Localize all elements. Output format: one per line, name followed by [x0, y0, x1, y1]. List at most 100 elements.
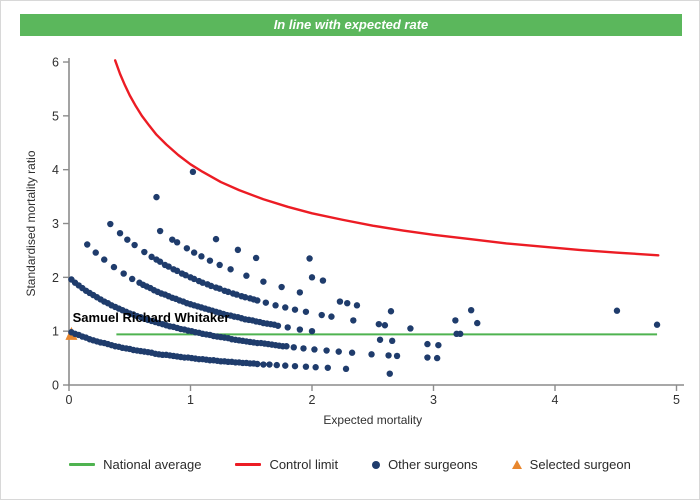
other-surgeon-point[interactable]	[182, 271, 189, 279]
other-surgeon-point[interactable]	[120, 270, 127, 277]
other-surgeon-point[interactable]	[452, 317, 459, 324]
other-surgeon-point[interactable]	[336, 298, 344, 305]
other-surgeon-point[interactable]	[156, 258, 164, 265]
other-surgeon-point[interactable]	[206, 257, 214, 264]
other-surgeon-point[interactable]	[386, 370, 393, 377]
other-surgeon-point[interactable]	[381, 322, 389, 329]
other-surgeon-point[interactable]	[234, 246, 242, 254]
other-surgeon-point[interactable]	[284, 324, 291, 331]
other-surgeon-point[interactable]	[272, 302, 279, 309]
other-surgeon-point[interactable]	[241, 294, 249, 301]
other-surgeon-point[interactable]	[296, 289, 304, 296]
other-surgeon-point[interactable]	[207, 282, 215, 290]
other-surgeon-point[interactable]	[353, 302, 361, 309]
other-surgeon-point[interactable]	[474, 319, 481, 327]
other-surgeon-point[interactable]	[110, 263, 118, 271]
other-surgeon-point[interactable]	[385, 352, 392, 359]
other-surgeon-point[interactable]	[424, 354, 431, 361]
other-surgeon-point[interactable]	[92, 249, 99, 256]
other-surgeon-point[interactable]	[243, 272, 250, 279]
other-surgeon-point[interactable]	[318, 311, 325, 319]
other-surgeon-point[interactable]	[328, 313, 335, 320]
other-surgeon-point[interactable]	[467, 306, 475, 314]
other-surgeon-point[interactable]	[216, 285, 223, 292]
other-surgeon-point[interactable]	[344, 299, 351, 307]
other-surgeon-point[interactable]	[190, 249, 198, 256]
other-surgeon-point[interactable]	[291, 362, 299, 370]
other-surgeon-point[interactable]	[342, 365, 350, 373]
legend-item-national-average: National average	[69, 457, 201, 472]
other-surgeon-point[interactable]	[216, 261, 223, 269]
other-surgeon-point[interactable]	[368, 351, 375, 358]
other-surgeon-point[interactable]	[212, 235, 220, 243]
other-surgeon-point[interactable]	[335, 348, 342, 355]
other-surgeon-point[interactable]	[319, 277, 327, 284]
other-surgeon-point[interactable]	[190, 275, 198, 283]
other-surgeon-point[interactable]	[148, 253, 155, 261]
other-surgeon-point[interactable]	[387, 308, 395, 315]
other-surgeon-point[interactable]	[350, 317, 357, 324]
other-surgeon-point[interactable]	[124, 236, 131, 243]
other-surgeon-point[interactable]	[296, 326, 304, 333]
other-surgeon-point[interactable]	[116, 229, 124, 237]
other-surgeon-point[interactable]	[311, 346, 318, 353]
other-surgeon-point[interactable]	[131, 241, 138, 249]
other-surgeon-point[interactable]	[312, 364, 319, 371]
other-surgeon-point[interactable]	[156, 227, 164, 235]
other-surgeon-point[interactable]	[300, 345, 307, 352]
other-surgeon-point[interactable]	[101, 256, 108, 263]
other-surgeon-point[interactable]	[302, 363, 310, 370]
other-surgeon-point[interactable]	[252, 254, 260, 262]
other-surgeon-point[interactable]	[348, 349, 356, 356]
other-surgeon-point[interactable]	[308, 274, 316, 281]
other-surgeon-point[interactable]	[254, 360, 261, 368]
other-surgeon-point[interactable]	[457, 330, 464, 338]
other-surgeon-point[interactable]	[274, 322, 282, 329]
other-surgeon-point[interactable]	[653, 321, 661, 328]
other-surgeon-point[interactable]	[183, 245, 191, 252]
other-surgeon-point[interactable]	[198, 253, 205, 260]
other-surgeon-point[interactable]	[424, 340, 431, 348]
other-surgeon-point[interactable]	[141, 248, 148, 256]
other-surgeon-point[interactable]	[388, 337, 396, 345]
other-surgeon-point[interactable]	[84, 241, 91, 248]
other-surgeon-point[interactable]	[435, 341, 442, 349]
other-surgeon-point[interactable]	[433, 354, 441, 362]
other-surgeon-point[interactable]	[224, 288, 232, 296]
other-surgeon-point[interactable]	[283, 343, 290, 350]
other-surgeon-point[interactable]	[282, 304, 289, 311]
other-surgeon-point[interactable]	[290, 344, 297, 351]
other-surgeon-point[interactable]	[128, 275, 136, 283]
other-surgeon-point[interactable]	[273, 361, 280, 369]
other-surgeon-point[interactable]	[153, 193, 160, 201]
other-surgeon-point[interactable]	[324, 364, 331, 371]
other-surgeon-point[interactable]	[262, 299, 270, 306]
other-surgeon-point[interactable]	[266, 361, 273, 368]
other-surgeon-point[interactable]	[323, 347, 330, 354]
other-surgeon-point[interactable]	[173, 267, 181, 275]
other-surgeon-point[interactable]	[189, 168, 197, 176]
other-surgeon-point[interactable]	[173, 239, 181, 246]
other-surgeon-point[interactable]	[254, 297, 261, 304]
other-surgeon-point[interactable]	[393, 352, 401, 360]
other-surgeon-point[interactable]	[306, 255, 313, 262]
x-tick-label: 2	[309, 393, 316, 407]
y-tick-label: 6	[52, 56, 59, 70]
other-surgeon-point[interactable]	[278, 283, 285, 291]
other-surgeon-point[interactable]	[227, 266, 234, 273]
other-surgeon-point[interactable]	[282, 362, 289, 369]
other-surgeon-point[interactable]	[169, 236, 176, 243]
other-surgeon-point[interactable]	[302, 308, 310, 315]
other-surgeon-point[interactable]	[407, 325, 414, 332]
other-surgeon-point[interactable]	[291, 306, 299, 313]
other-surgeon-point[interactable]	[107, 220, 114, 228]
other-surgeon-point[interactable]	[308, 327, 316, 335]
other-surgeon-point[interactable]	[613, 307, 621, 314]
other-surgeon-point[interactable]	[375, 320, 383, 328]
other-surgeon-point[interactable]	[199, 279, 206, 286]
other-surgeon-point[interactable]	[376, 336, 384, 343]
other-surgeon-point[interactable]	[260, 278, 267, 285]
other-surgeon-point[interactable]	[233, 291, 240, 298]
other-surgeon-point[interactable]	[260, 361, 267, 368]
other-surgeon-point[interactable]	[165, 263, 172, 270]
